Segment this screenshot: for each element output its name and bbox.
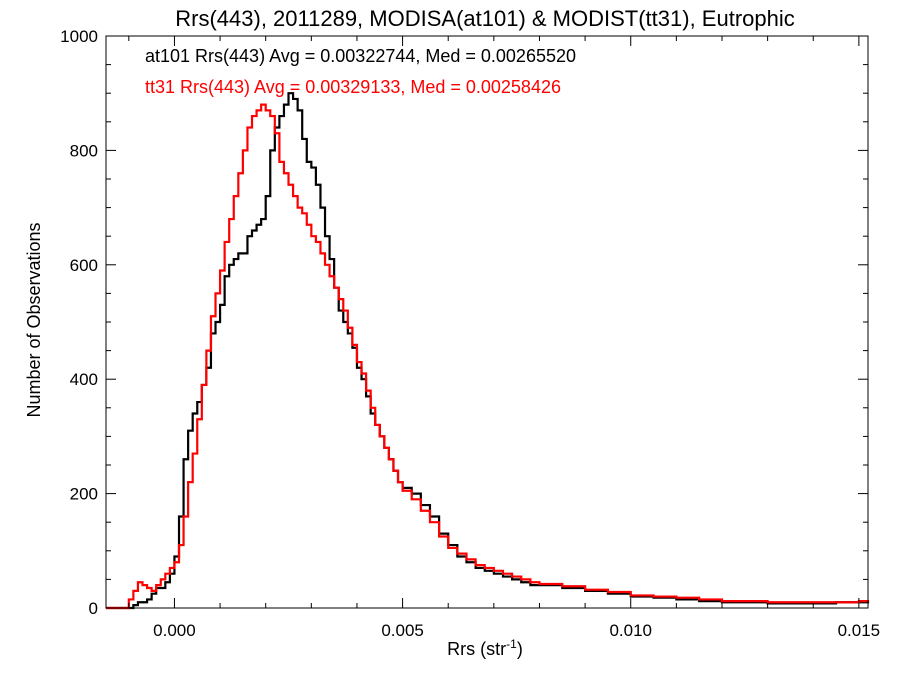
ticks-layer: 0.000 0.005 0.010 0.015 0 200 400 600 800 1000: [60, 27, 880, 640]
y-axis-label: Number of Observations: [24, 222, 44, 417]
y-tick-label: 800: [70, 141, 98, 160]
x-tick-label: 0.005: [381, 621, 424, 640]
series-layer: [106, 92, 870, 610]
annotation-at101: at101 Rrs(443) Avg = 0.00322744, Med = 0…: [145, 46, 576, 66]
series-line-1: [106, 103, 870, 610]
y-tick-label: 200: [70, 485, 98, 504]
plot-frame: [105, 35, 869, 609]
x-tick-label: 0.015: [838, 621, 881, 640]
chart-title: Rrs(443), 2011289, MODISA(at101) & MODIS…: [175, 6, 795, 31]
annotation-tt31: tt31 Rrs(443) Avg = 0.00329133, Med = 0.…: [145, 77, 561, 97]
y-tick-label: 0: [89, 599, 98, 618]
x-axis-label: Rrs (str-1): [447, 637, 523, 659]
y-tick-label: 600: [70, 256, 98, 275]
series-line-0: [106, 92, 870, 610]
x-tick-label: 0.010: [609, 621, 652, 640]
y-tick-label: 400: [70, 370, 98, 389]
x-tick-label: 0.000: [153, 621, 196, 640]
y-tick-label: 1000: [60, 27, 98, 46]
